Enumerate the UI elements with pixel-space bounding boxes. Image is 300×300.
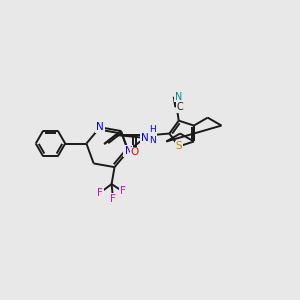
Text: F: F [97, 188, 103, 198]
Text: N: N [141, 133, 149, 143]
Text: F: F [110, 194, 116, 204]
Text: F: F [120, 186, 126, 197]
Text: N: N [125, 146, 133, 157]
Text: N: N [175, 92, 182, 101]
Text: H
N: H N [149, 125, 156, 145]
Text: N: N [124, 146, 132, 156]
Text: S: S [176, 141, 182, 152]
Text: N: N [96, 122, 104, 132]
Text: C: C [177, 102, 184, 112]
Text: O: O [131, 147, 139, 158]
